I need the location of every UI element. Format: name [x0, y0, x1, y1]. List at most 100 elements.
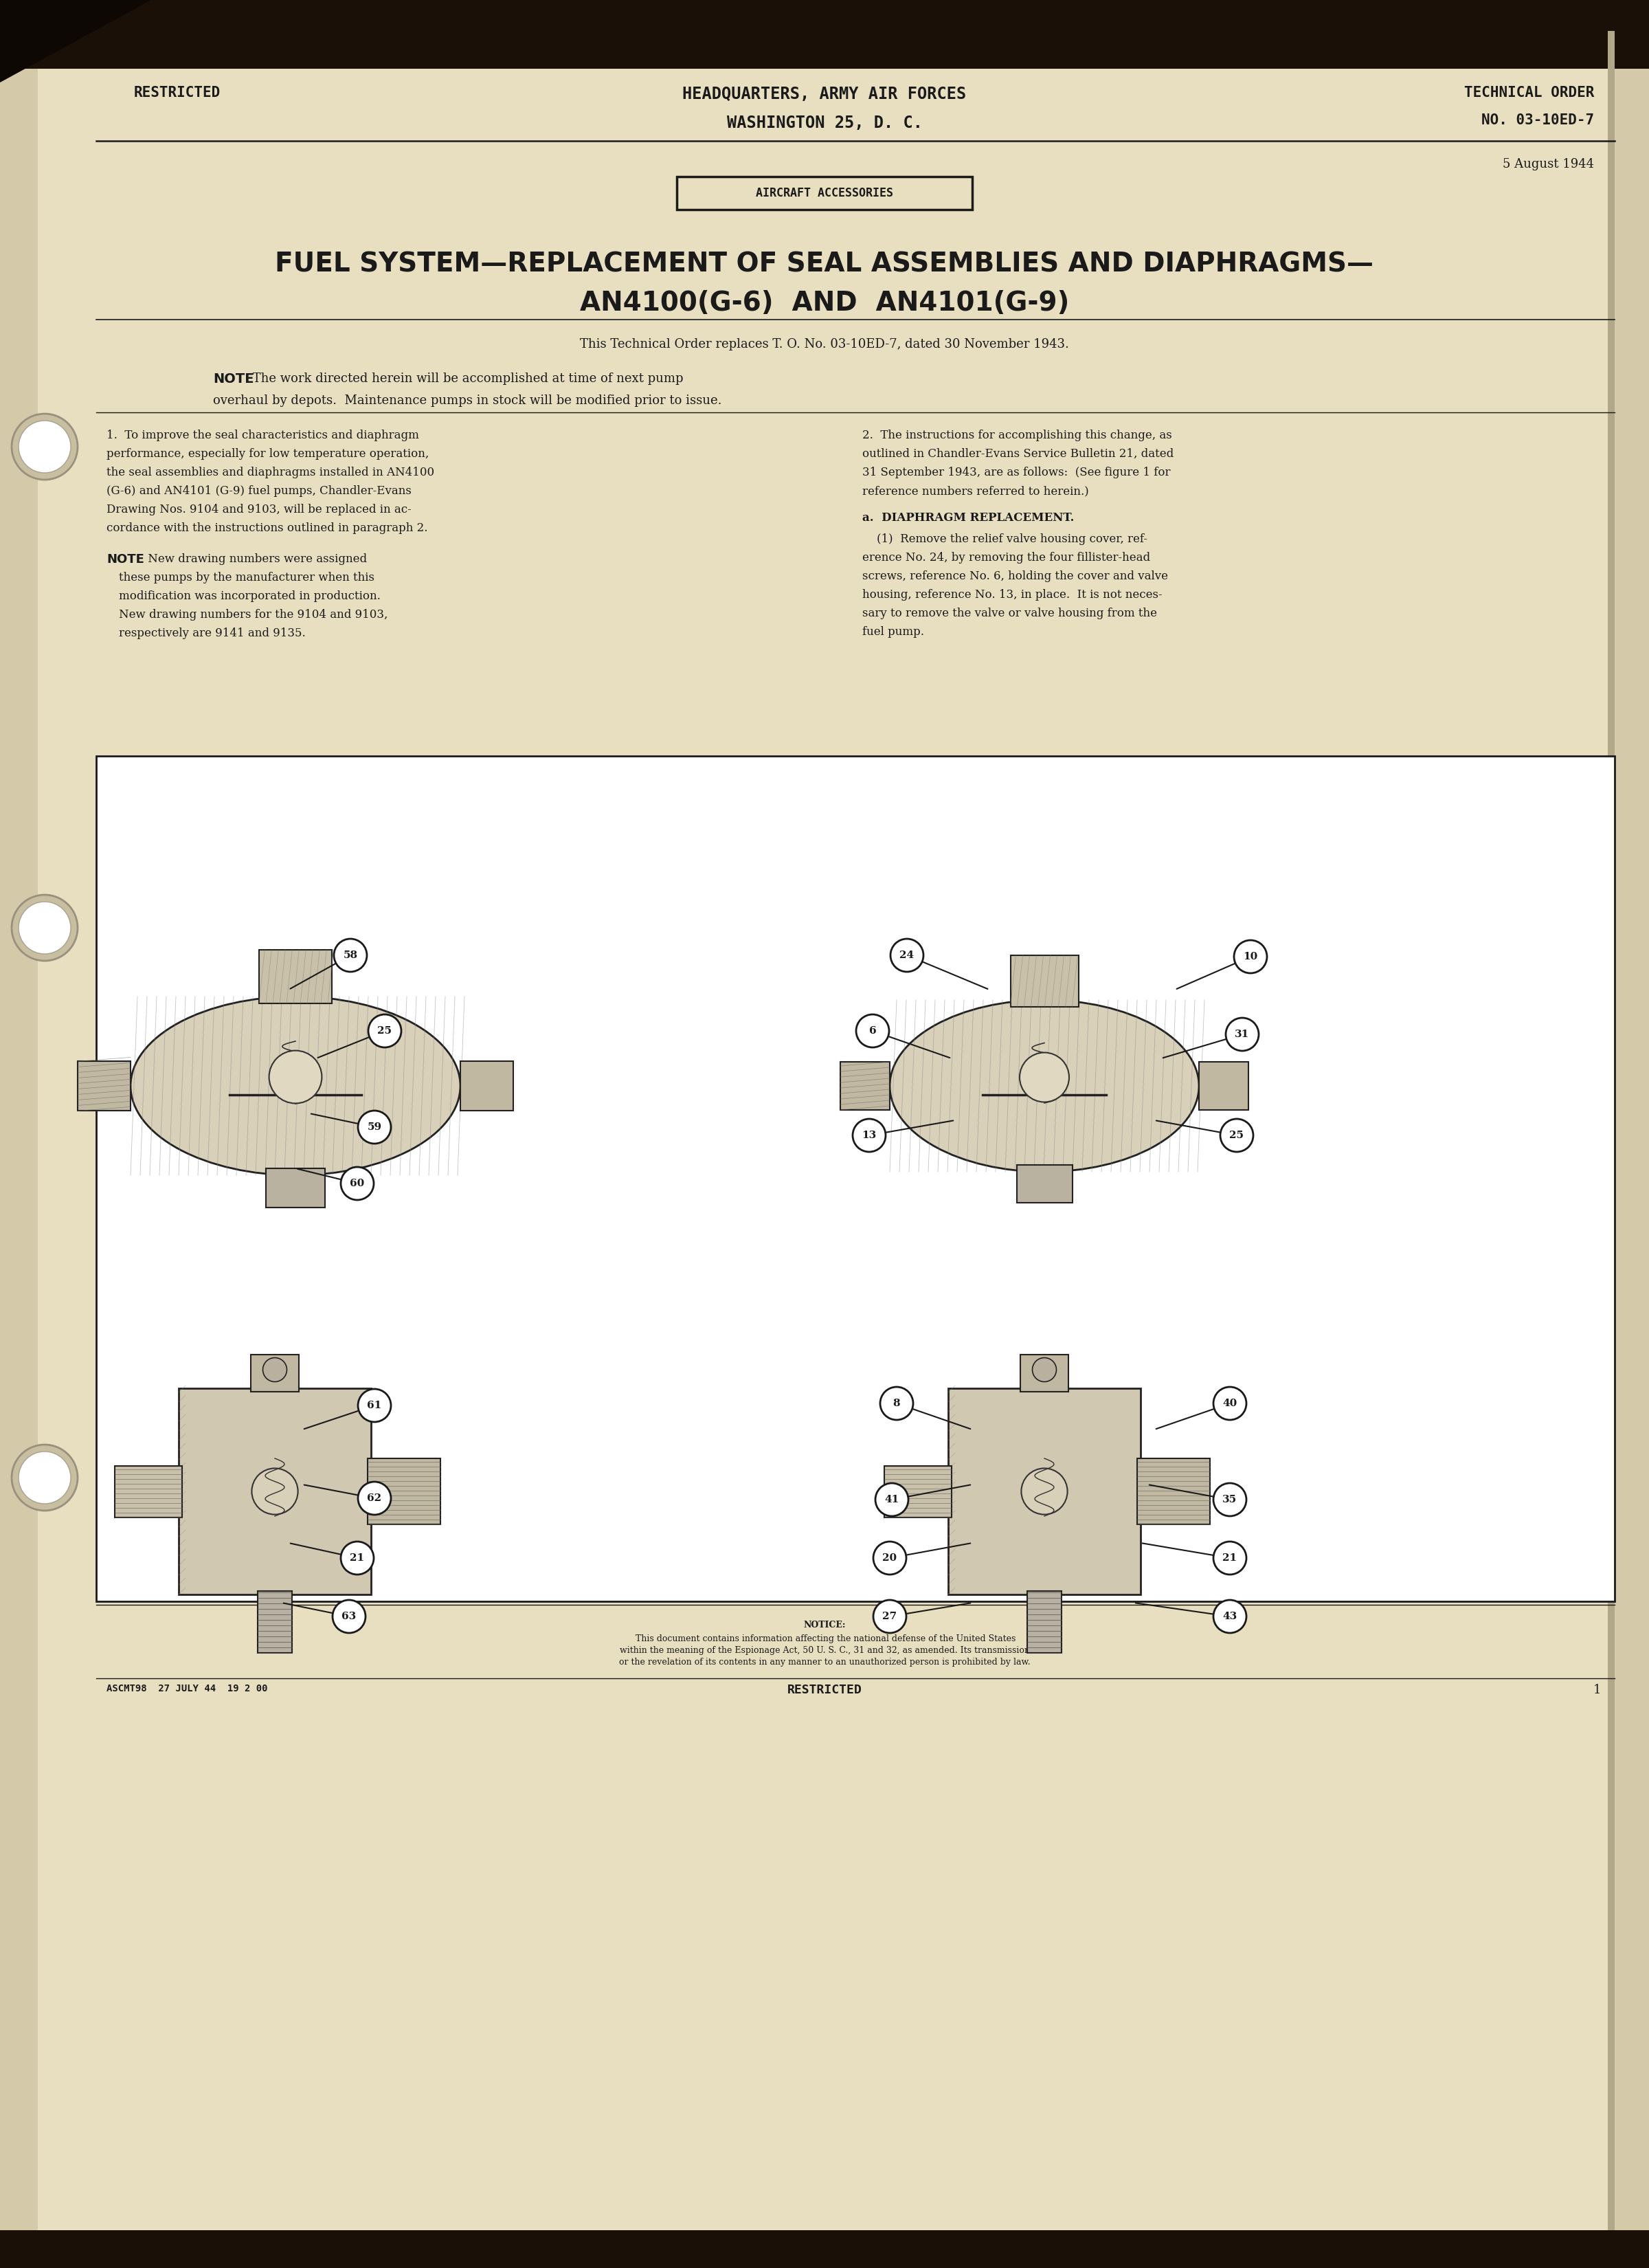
Text: these pumps by the manufacturer when this: these pumps by the manufacturer when thi…: [119, 572, 374, 583]
Text: 1.  To improve the seal characteristics and diaphragm: 1. To improve the seal characteristics a…: [107, 429, 419, 442]
Polygon shape: [0, 0, 152, 82]
Bar: [1199, 1061, 1248, 1109]
Ellipse shape: [130, 996, 460, 1175]
Text: 60: 60: [350, 1179, 364, 1188]
Circle shape: [341, 1542, 374, 1574]
Bar: [1016, 1166, 1072, 1202]
Bar: [841, 1061, 890, 1109]
Text: respectively are 9141 and 9135.: respectively are 9141 and 9135.: [119, 628, 305, 640]
Circle shape: [1214, 1599, 1247, 1633]
Circle shape: [1225, 1018, 1258, 1050]
Circle shape: [333, 1599, 366, 1633]
Circle shape: [1032, 1359, 1057, 1381]
Bar: [1138, 1458, 1210, 1524]
Text: NOTE: NOTE: [107, 553, 143, 565]
Text: 13: 13: [862, 1129, 877, 1141]
Text: The work directed herein will be accomplished at time of next pump: The work directed herein will be accompl…: [249, 372, 683, 386]
Circle shape: [12, 413, 78, 481]
Circle shape: [1021, 1467, 1067, 1515]
Text: sary to remove the valve or valve housing from the: sary to remove the valve or valve housin…: [862, 608, 1158, 619]
Text: fuel pump.: fuel pump.: [862, 626, 923, 637]
Text: 62: 62: [368, 1492, 381, 1504]
Text: 8: 8: [894, 1399, 900, 1408]
Text: (1)  Remove the relief valve housing cover, ref-: (1) Remove the relief valve housing cove…: [862, 533, 1148, 544]
Circle shape: [252, 1467, 298, 1515]
Text: 43: 43: [1222, 1613, 1237, 1622]
Text: This document contains information affecting the national defense of the United : This document contains information affec…: [633, 1635, 1016, 1644]
Text: outlined in Chandler-Evans Service Bulletin 21, dated: outlined in Chandler-Evans Service Bulle…: [862, 449, 1174, 460]
Bar: [948, 1388, 1141, 1594]
Circle shape: [358, 1481, 391, 1515]
Bar: [78, 1061, 130, 1111]
Bar: [0, 0, 1649, 68]
Text: or the revelation of its contents in any manner to an unauthorized person is pro: or the revelation of its contents in any…: [618, 1658, 1031, 1667]
Circle shape: [876, 1483, 909, 1515]
Circle shape: [368, 1014, 401, 1048]
Circle shape: [853, 1118, 886, 1152]
Text: 20: 20: [882, 1554, 897, 1563]
Bar: [251, 1354, 298, 1393]
Text: 25: 25: [378, 1025, 392, 1036]
Text: Drawing Nos. 9104 and 9103, will be replaced in ac-: Drawing Nos. 9104 and 9103, will be repl…: [107, 503, 411, 515]
Text: 61: 61: [368, 1402, 383, 1411]
Text: AIRCRAFT ACCESSORIES: AIRCRAFT ACCESSORIES: [755, 186, 894, 200]
Bar: [265, 1168, 325, 1207]
Text: 25: 25: [1230, 1129, 1243, 1141]
Circle shape: [358, 1388, 391, 1422]
Text: overhaul by depots.  Maintenance pumps in stock will be modified prior to issue.: overhaul by depots. Maintenance pumps in…: [213, 395, 722, 406]
Circle shape: [874, 1542, 907, 1574]
Text: reference numbers referred to herein.): reference numbers referred to herein.): [862, 485, 1088, 497]
Text: housing, reference No. 13, in place.  It is not neces-: housing, reference No. 13, in place. It …: [862, 590, 1163, 601]
Circle shape: [1019, 1052, 1069, 1102]
Bar: [460, 1061, 513, 1111]
Bar: [368, 1458, 440, 1524]
Text: 58: 58: [343, 950, 358, 959]
Bar: [178, 1388, 371, 1594]
Bar: [1608, 32, 1614, 2236]
Bar: [115, 1465, 181, 1517]
Circle shape: [18, 903, 71, 955]
Circle shape: [1214, 1388, 1247, 1420]
Text: This Technical Order replaces T. O. No. 03-10ED-7, dated 30 November 1943.: This Technical Order replaces T. O. No. …: [580, 338, 1069, 352]
Circle shape: [881, 1388, 914, 1420]
Text: (G-6) and AN4101 (G-9) fuel pumps, Chandler-Evans: (G-6) and AN4101 (G-9) fuel pumps, Chand…: [107, 485, 412, 497]
Text: 27: 27: [882, 1613, 897, 1622]
Text: 21: 21: [1222, 1554, 1237, 1563]
Text: screws, reference No. 6, holding the cover and valve: screws, reference No. 6, holding the cov…: [862, 572, 1167, 583]
Text: 40: 40: [1222, 1399, 1237, 1408]
Text: 6: 6: [869, 1025, 876, 1036]
Text: within the meaning of the Espionage Act, 50 U. S. C., 31 and 32, as amended. Its: within the meaning of the Espionage Act,…: [620, 1647, 1029, 1656]
Text: 63: 63: [341, 1613, 356, 1622]
Text: NO. 03-10ED-7: NO. 03-10ED-7: [1481, 113, 1595, 127]
Text: 31: 31: [1235, 1030, 1250, 1039]
Circle shape: [874, 1599, 907, 1633]
Bar: [676, 177, 973, 209]
Text: ASCMT98  27 JULY 44  19 2 00: ASCMT98 27 JULY 44 19 2 00: [107, 1683, 267, 1694]
Text: AN4100(G-6)  AND  AN4101(G-9): AN4100(G-6) AND AN4101(G-9): [580, 290, 1069, 315]
Text: 31 September 1943, are as follows:  (See figure 1 for: 31 September 1943, are as follows: (See …: [862, 467, 1171, 479]
Text: 41: 41: [884, 1495, 899, 1504]
Bar: [884, 1465, 951, 1517]
Ellipse shape: [890, 1000, 1199, 1173]
Text: modification was incorporated in production.: modification was incorporated in product…: [119, 590, 381, 601]
Circle shape: [358, 1111, 391, 1143]
Circle shape: [1214, 1542, 1247, 1574]
Text: 59: 59: [368, 1123, 381, 1132]
Text: New drawing numbers for the 9104 and 9103,: New drawing numbers for the 9104 and 910…: [119, 608, 388, 621]
Text: HEADQUARTERS, ARMY AIR FORCES: HEADQUARTERS, ARMY AIR FORCES: [683, 86, 966, 102]
Text: NOTICE:: NOTICE:: [803, 1622, 846, 1628]
Circle shape: [12, 896, 78, 962]
Text: 1: 1: [1593, 1683, 1601, 1696]
Circle shape: [1233, 941, 1266, 973]
Bar: [1027, 1592, 1062, 1653]
Bar: [0, 2229, 1649, 2268]
Text: New drawing numbers were assigned: New drawing numbers were assigned: [145, 553, 368, 565]
Circle shape: [269, 1050, 322, 1102]
Circle shape: [1220, 1118, 1253, 1152]
Circle shape: [18, 1452, 71, 1504]
Text: NOTE: NOTE: [213, 372, 254, 386]
Bar: [257, 1592, 292, 1653]
Text: 35: 35: [1222, 1495, 1237, 1504]
Circle shape: [341, 1168, 374, 1200]
Bar: [96, 755, 1614, 1601]
